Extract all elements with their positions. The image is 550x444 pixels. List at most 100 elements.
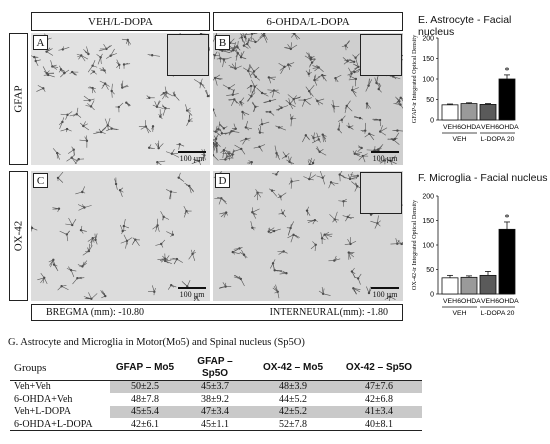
- bar: [498, 78, 516, 121]
- bregma-label: BREGMA (mm): -10.80: [46, 307, 145, 318]
- header-ox42-mo5: OX-42 – Mo5: [262, 362, 324, 373]
- cell-value: 41±3.4: [336, 405, 422, 418]
- cell-value: 45±1.1: [201, 418, 229, 430]
- panel-label: D: [215, 173, 230, 188]
- col-header-veh: VEH/L-DOPA: [31, 12, 210, 31]
- micrograph-panel-a: A 100 µm: [31, 33, 210, 165]
- significance-marker: *: [505, 213, 510, 224]
- y-tick-label: 200: [422, 194, 434, 201]
- table-header-row: Groups GFAP – Mo5 GFAP – Sp5O OX-42 – Mo…: [10, 356, 422, 381]
- cell-value: 42±5.2: [250, 405, 336, 418]
- scale-bar: 100 µm: [178, 151, 206, 163]
- y-tick-label: 150: [422, 56, 434, 63]
- header-gfap-sp5o: GFAP – Sp5O: [197, 356, 233, 379]
- scale-bar: 100 µm: [371, 151, 399, 163]
- row-label-text: GFAP: [12, 85, 25, 113]
- group-label: L-DOPA 20: [481, 136, 515, 143]
- table-row: 6-OHDA+L-DOPA 42±6.1 45±1.1 52±7.8 40±8.…: [10, 418, 422, 431]
- cell-value: 50±2.5: [110, 380, 180, 393]
- bar: [498, 228, 516, 295]
- x-tick-label: 6OHDA: [457, 124, 481, 131]
- table-row: 6-OHDA+Veh 48±7.8 38±9.2 44±5.2 42±6.8: [10, 393, 422, 406]
- cell-value: 48±7.8: [131, 393, 159, 405]
- row-label-gfap: GFAP: [9, 33, 28, 165]
- scale-bar: 100 µm: [178, 287, 206, 299]
- micrograph-panel-d: D 100 µm: [213, 171, 403, 301]
- stained-cells: [31, 171, 200, 301]
- x-tick-label: VEH: [481, 298, 495, 305]
- cell-value: 40±8.1: [365, 418, 393, 430]
- chart-e: 0 50 100 150 200 GFAP-ir Integrated Optical D…: [411, 34, 519, 143]
- cell-value: 48±3.9: [250, 380, 336, 393]
- header-ox42-sp5o: OX-42 – Sp5O: [345, 362, 413, 373]
- x-tick-label: VEH: [481, 124, 495, 131]
- bar: [441, 277, 459, 295]
- x-tick-label: VEH: [443, 124, 457, 131]
- cell-group: 6-OHDA+L-DOPA: [14, 418, 93, 430]
- y-tick-label: 100: [422, 243, 434, 250]
- significance-marker: *: [505, 66, 510, 77]
- row-label-ox42: OX-42: [9, 171, 28, 301]
- stained-cells: [31, 33, 210, 165]
- col-header-6ohda: 6-OHDA/L-DOPA: [213, 12, 403, 31]
- data-table: Groups GFAP – Mo5 GFAP – Sp5O OX-42 – Mo…: [10, 356, 422, 431]
- cell-value: 47±7.6: [336, 380, 422, 393]
- cell-value: 42±6.1: [131, 418, 159, 430]
- group-label: VEH: [453, 136, 467, 143]
- y-tick-label: 0: [430, 292, 434, 299]
- header-groups: Groups: [14, 362, 47, 374]
- magnified-inset: [360, 172, 402, 214]
- cell-value: 42±6.8: [365, 393, 393, 405]
- bar: [441, 104, 459, 121]
- group-label: VEH: [453, 310, 467, 317]
- cell-value: 45±5.4: [110, 405, 180, 418]
- col-header-label: VEH/L-DOPA: [88, 15, 153, 28]
- panel-label: C: [33, 173, 48, 188]
- x-tick-label: 6OHDA: [495, 124, 519, 131]
- y-tick-label: 0: [430, 118, 434, 125]
- panel-label: B: [215, 35, 230, 50]
- cell-value: 44±5.2: [279, 393, 307, 405]
- bar: [460, 103, 478, 121]
- cell-group: Veh+Veh: [14, 381, 51, 392]
- table-title: G. Astrocyte and Microglia in Motor(Mo5)…: [8, 337, 305, 348]
- cell-group: 6-OHDA+Veh: [14, 393, 73, 405]
- y-tick-label: 200: [422, 36, 434, 43]
- magnified-inset: [360, 34, 402, 76]
- scale-bar-label: 100 µm: [179, 154, 205, 163]
- group-label: L-DOPA 20: [481, 310, 515, 317]
- magnified-inset: [167, 34, 209, 76]
- y-tick-label: 150: [422, 218, 434, 225]
- bar: [479, 104, 497, 121]
- chart-f: 0 50 100 150 200 OX-42-ir Integrated Optical …: [411, 194, 519, 318]
- y-axis-label: OX-42-ir Integrated Optical Density: [411, 199, 418, 290]
- bar: [479, 274, 497, 295]
- scale-bar-label: 100 µm: [179, 290, 205, 299]
- x-tick-label: VEH: [443, 298, 457, 305]
- col-header-label: 6-OHDA/L-DOPA: [266, 15, 350, 28]
- header-gfap-mo5: GFAP – Mo5: [115, 362, 175, 373]
- cell-value: 38±9.2: [201, 393, 229, 405]
- y-axis-label: GFAP-ir Integrated Optical Density: [411, 34, 418, 123]
- interneural-label: INTERNEURAL(mm): -1.80: [269, 307, 388, 318]
- y-tick-label: 50: [426, 267, 434, 274]
- cell-value: 52±7.8: [279, 418, 307, 430]
- scale-bar: 100 µm: [371, 287, 399, 299]
- x-tick-label: 6OHDA: [457, 298, 481, 305]
- scale-bar-label: 100 µm: [372, 154, 398, 163]
- micrograph-panel-c: C 100 µm: [31, 171, 210, 301]
- y-tick-label: 50: [426, 97, 434, 104]
- chart-e-title: E. Astrocyte - Facial nucleus: [418, 14, 512, 38]
- x-tick-label: 6OHDA: [495, 298, 519, 305]
- bar: [460, 276, 478, 295]
- cell-value: 45±3.7: [180, 380, 250, 393]
- cell-value: 47±3.4: [180, 405, 250, 418]
- micrograph-panel-b: B 100 µm: [213, 33, 403, 165]
- cell-group: Veh+L-DOPA: [14, 406, 71, 417]
- y-tick-label: 100: [422, 77, 434, 84]
- table-row: Veh+L-DOPA 45±5.4 47±3.4 42±5.2 41±3.4: [10, 405, 422, 418]
- table-row: Veh+Veh 50±2.5 45±3.7 48±3.9 47±7.6: [10, 380, 422, 393]
- chart-f-title: F. Microglia - Facial nucleus: [418, 172, 548, 184]
- panel-label: A: [33, 35, 48, 50]
- row-label-text: OX-42: [12, 220, 25, 252]
